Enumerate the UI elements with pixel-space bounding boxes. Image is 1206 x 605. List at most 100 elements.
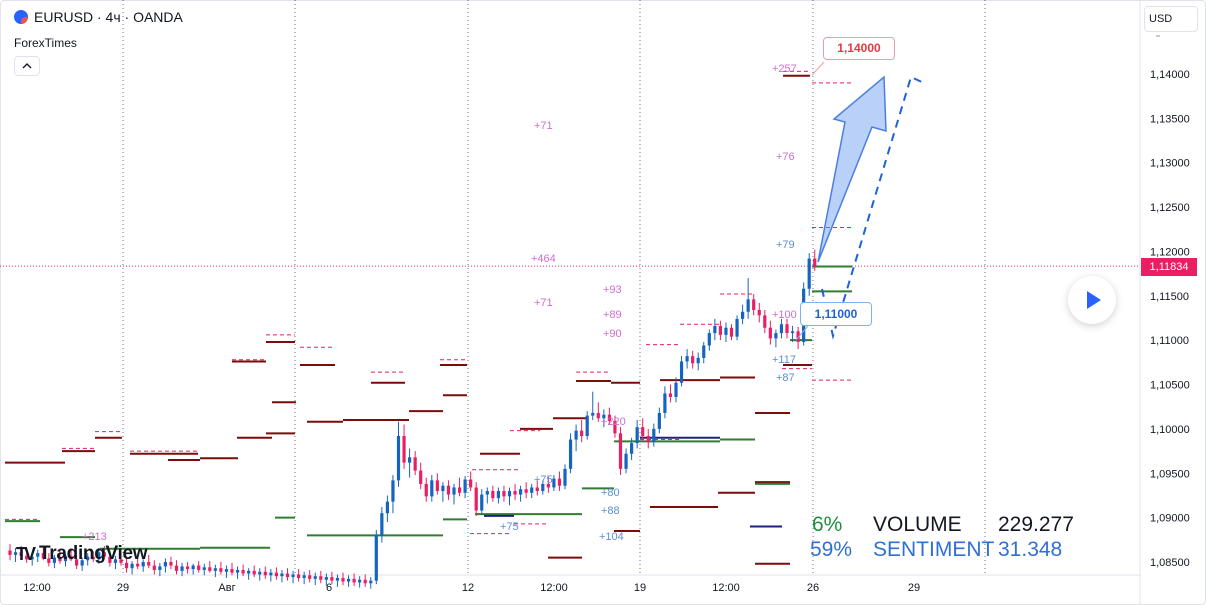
- symbol-title[interactable]: EURUSD · 4ч · OANDA: [34, 9, 183, 25]
- candle: [191, 563, 195, 575]
- candle-body: [685, 356, 689, 362]
- candle: [741, 304, 745, 325]
- candle: [358, 576, 362, 588]
- candle-body: [346, 578, 351, 582]
- candle: [613, 415, 617, 438]
- candle-body: [524, 489, 528, 493]
- candle: [729, 324, 734, 341]
- candle: [430, 475, 434, 502]
- candle: [52, 554, 56, 569]
- current-price-badge: 1,11834: [1141, 258, 1197, 276]
- level-label: +93: [603, 284, 622, 296]
- time-tick-label: 6: [326, 582, 332, 594]
- level-label: +71: [534, 120, 553, 132]
- candle-body: [713, 325, 717, 334]
- candle-body: [113, 559, 118, 563]
- candle-body: [80, 560, 84, 566]
- level-label: +75: [534, 474, 553, 486]
- collapse-indicators-button[interactable]: [14, 56, 40, 76]
- candle: [80, 557, 84, 571]
- candle: [596, 402, 600, 422]
- candle: [541, 480, 545, 495]
- level-label: +117: [772, 354, 796, 366]
- candle-body: [163, 562, 167, 567]
- candle: [8, 544, 12, 561]
- candle: [213, 564, 217, 578]
- level-label: +257: [772, 63, 797, 75]
- candle-body: [502, 491, 506, 497]
- candle-body: [341, 577, 345, 582]
- candle-body: [546, 483, 550, 488]
- candle: [174, 560, 179, 575]
- candle: [30, 553, 34, 566]
- candle-body: [763, 315, 767, 328]
- candle: [768, 320, 772, 345]
- candle: [641, 418, 645, 442]
- candle-body: [91, 556, 95, 560]
- time-tick-label: 12:00: [23, 582, 51, 594]
- candle: [618, 427, 623, 476]
- candle-body: [774, 333, 778, 339]
- candle-body: [75, 559, 79, 566]
- candle: [707, 329, 711, 351]
- candle-body: [191, 565, 195, 570]
- candle-body: [452, 487, 456, 495]
- candle: [280, 569, 284, 583]
- candle: [552, 475, 556, 492]
- chevron-up-icon: [22, 63, 32, 69]
- candle-body: [568, 439, 573, 469]
- candle-body: [591, 412, 595, 416]
- level-label: +464: [531, 253, 556, 265]
- candle: [374, 530, 378, 585]
- candle-body: [374, 535, 378, 581]
- candle-body: [752, 299, 756, 311]
- candles: [8, 249, 817, 589]
- indicator-name[interactable]: ForexTimes: [14, 36, 77, 50]
- play-button[interactable]: [1068, 276, 1116, 324]
- currency-button[interactable]: USD: [1144, 6, 1198, 32]
- candle-body: [790, 331, 795, 334]
- entry-callout[interactable]: 1,11000: [800, 302, 872, 326]
- candle: [119, 553, 123, 566]
- candle-body: [668, 393, 673, 397]
- candle: [402, 424, 406, 469]
- candle-body: [202, 567, 206, 570]
- candle: [391, 475, 395, 514]
- candle-body: [86, 556, 90, 561]
- candle: [563, 464, 567, 490]
- candle-body: [330, 577, 334, 581]
- candle-body: [679, 361, 684, 383]
- candle: [735, 315, 739, 341]
- level-label: +100: [772, 309, 797, 321]
- candle: [69, 549, 73, 562]
- sentiment-value: 31.348: [998, 538, 1063, 561]
- candle-body: [457, 487, 462, 493]
- forecast-arrow: [817, 75, 887, 263]
- candle: [474, 482, 478, 516]
- candle: [346, 575, 351, 587]
- candle: [574, 424, 578, 452]
- candle-body: [552, 478, 556, 488]
- candle: [302, 571, 306, 585]
- target-callout[interactable]: 1,14000: [823, 37, 895, 60]
- candle-body: [768, 327, 772, 339]
- candle: [102, 546, 106, 560]
- candle-body: [52, 557, 56, 563]
- level-label: +76: [776, 151, 795, 163]
- level-labels: +257 +71 +76 +79 +464 +93 +71 +89 +100 +90 +117 +87…: [82, 63, 797, 543]
- time-tick-label: 12: [462, 582, 474, 594]
- candle-body: [646, 436, 650, 443]
- candle-body: [535, 487, 539, 492]
- candle-body: [63, 555, 68, 562]
- pct-green: 6%: [812, 513, 843, 536]
- candle-body: [224, 569, 229, 572]
- level-label: +89: [603, 309, 622, 321]
- candle: [335, 574, 340, 587]
- candle: [491, 485, 495, 502]
- candle-body: [169, 562, 173, 566]
- candle: [630, 437, 634, 460]
- candle: [524, 482, 528, 499]
- price-tick-label: 1,08500: [1150, 557, 1190, 569]
- candle: [97, 547, 101, 564]
